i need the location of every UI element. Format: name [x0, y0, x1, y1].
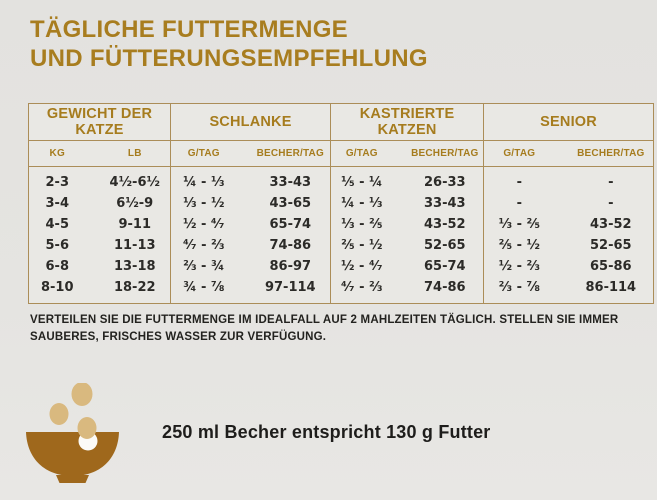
col-header-senior-gtag: G/TAG [483, 140, 569, 167]
group-header-weight: GEWICHT DER KATZE [28, 103, 171, 141]
group-header-neutered: KASTRIERTE KATZEN [330, 103, 484, 141]
col-header-lb: LB [99, 140, 171, 167]
table-cell: 18-22 [113, 280, 156, 295]
table-cell: ⅕ - ¼ [330, 166, 407, 193]
col-header-neutered-gtag: G/TAG [330, 140, 407, 167]
table-cell: ⅓ - ½ [170, 193, 251, 214]
page-title: TÄGLICHE FUTTERMENGE UND FÜTTERUNGSEMPFE… [30, 15, 428, 73]
table-cell: ⅔ - ¾ [170, 256, 251, 277]
table-cell: ⁴⁄₇ - ⅔ [170, 235, 251, 256]
feeding-note: VERTEILEN SIE DIE FUTTERMENGE IM IDEALFA… [30, 312, 630, 346]
table-row: 2-3 4½-6½ ¼ - ⅓ 33-43 ⅕ - ¼ 26-33 - - [29, 166, 654, 193]
col-header-senior-becher: BECHER/TAG [568, 140, 654, 167]
feeding-table: GEWICHT DER KATZE SCHLANKE KASTRIERTE KA… [28, 103, 655, 304]
table-row: 3-4 6½-9 ⅓ - ½ 43-65 ¼ - ⅓ 33-43 - - [29, 193, 654, 214]
table-cell: 13-18 [113, 259, 156, 274]
col-header-slim-becher: BECHER/TAG [250, 140, 331, 167]
table-cell: - [608, 196, 614, 211]
table-cell: 43-65 [269, 196, 312, 211]
table-cell: 52-65 [424, 238, 466, 253]
table-cell: 74-86 [269, 238, 312, 253]
table-cell: 86-114 [585, 280, 637, 295]
table-cell: 52-65 [590, 238, 632, 253]
table-cell: 4½-6½ [109, 175, 160, 190]
table-cell: 5-6 [45, 238, 70, 253]
table-cell: 4-5 [45, 217, 70, 232]
table-cell: 3-4 [45, 196, 70, 211]
table-row: 8-10 18-22 ¾ - ⅞ 97-114 ⁴⁄₇ - ⅔ 74-86 ⅔ … [29, 277, 654, 304]
table-cell: 65-86 [590, 259, 632, 274]
table-cell: ⁴⁄₇ - ⅔ [330, 277, 407, 304]
group-header-row: GEWICHT DER KATZE SCHLANKE KASTRIERTE KA… [28, 103, 654, 141]
table-cell: ¼ - ⅓ [330, 193, 407, 214]
cup-equivalence-text: 250 ml Becher entspricht 130 g Futter [162, 422, 491, 442]
table-cell: 43-52 [590, 217, 632, 232]
food-bowl-icon [22, 382, 126, 491]
col-header-slim-gtag: G/TAG [170, 140, 251, 167]
table-cell: 8-10 [40, 280, 74, 295]
col-header-kg: KG [28, 140, 100, 167]
table-cell: ¼ - ⅓ [170, 166, 251, 193]
table-cell: ½ - ⅔ [483, 256, 569, 277]
table-cell: 97-114 [264, 280, 316, 295]
table-row: 6-8 13-18 ⅔ - ¾ 86-97 ½ - ⁴⁄₇ 65-74 ½ - … [29, 256, 654, 277]
table-cell: 26-33 [424, 175, 466, 190]
table-cell: 74-86 [424, 280, 466, 295]
page-title-line2: UND FÜTTERUNGSEMPFEHLUNG [30, 45, 428, 72]
table-cell: - [608, 175, 614, 190]
table-cell: 6½-9 [116, 196, 154, 211]
table-cell: - [483, 166, 569, 193]
feeding-note-line1: VERTEILEN SIE DIE FUTTERMENGE IM IDEALFA… [30, 314, 619, 326]
table-cell: ½ - ⁴⁄₇ [330, 256, 407, 277]
table-cell: 9-11 [118, 217, 152, 232]
table-cell: 86-97 [269, 259, 312, 274]
table-cell: - [483, 193, 569, 214]
table-cell: ¾ - ⅞ [170, 277, 251, 304]
table-cell: 33-43 [269, 175, 312, 190]
feeding-note-line2: SAUBERES, FRISCHES WASSER ZUR VERFÜGUNG. [30, 331, 327, 343]
table-cell: 43-52 [424, 217, 466, 232]
table-cell: ⅓ - ⅖ [330, 214, 407, 235]
table-cell: ⅓ - ⅖ [483, 214, 569, 235]
subheader-row: KG LB G/TAG BECHER/TAG G/TAG BECHER/TAG … [28, 140, 654, 167]
table-cell: ⅔ - ⅞ [483, 277, 569, 304]
table-cell: ⅖ - ½ [483, 235, 569, 256]
table-cell: 65-74 [424, 259, 466, 274]
group-header-senior: SENIOR [483, 103, 654, 141]
table-row: 5-6 11-13 ⁴⁄₇ - ⅔ 74-86 ⅖ - ½ 52-65 ⅖ - … [29, 235, 654, 256]
table-cell: ½ - ⁴⁄₇ [170, 214, 251, 235]
table-cell: 65-74 [269, 217, 312, 232]
table-cell: 2-3 [45, 175, 70, 190]
table-cell: 11-13 [113, 238, 156, 253]
page-title-line1: TÄGLICHE FUTTERMENGE [30, 16, 348, 43]
col-header-neutered-becher: BECHER/TAG [406, 140, 484, 167]
table-cell: ⅖ - ½ [330, 235, 407, 256]
table-cell: 33-43 [424, 196, 466, 211]
table-cell: 6-8 [45, 259, 70, 274]
group-header-slim: SCHLANKE [170, 103, 331, 141]
table-row: 4-5 9-11 ½ - ⁴⁄₇ 65-74 ⅓ - ⅖ 43-52 ⅓ - ⅖… [29, 214, 654, 235]
